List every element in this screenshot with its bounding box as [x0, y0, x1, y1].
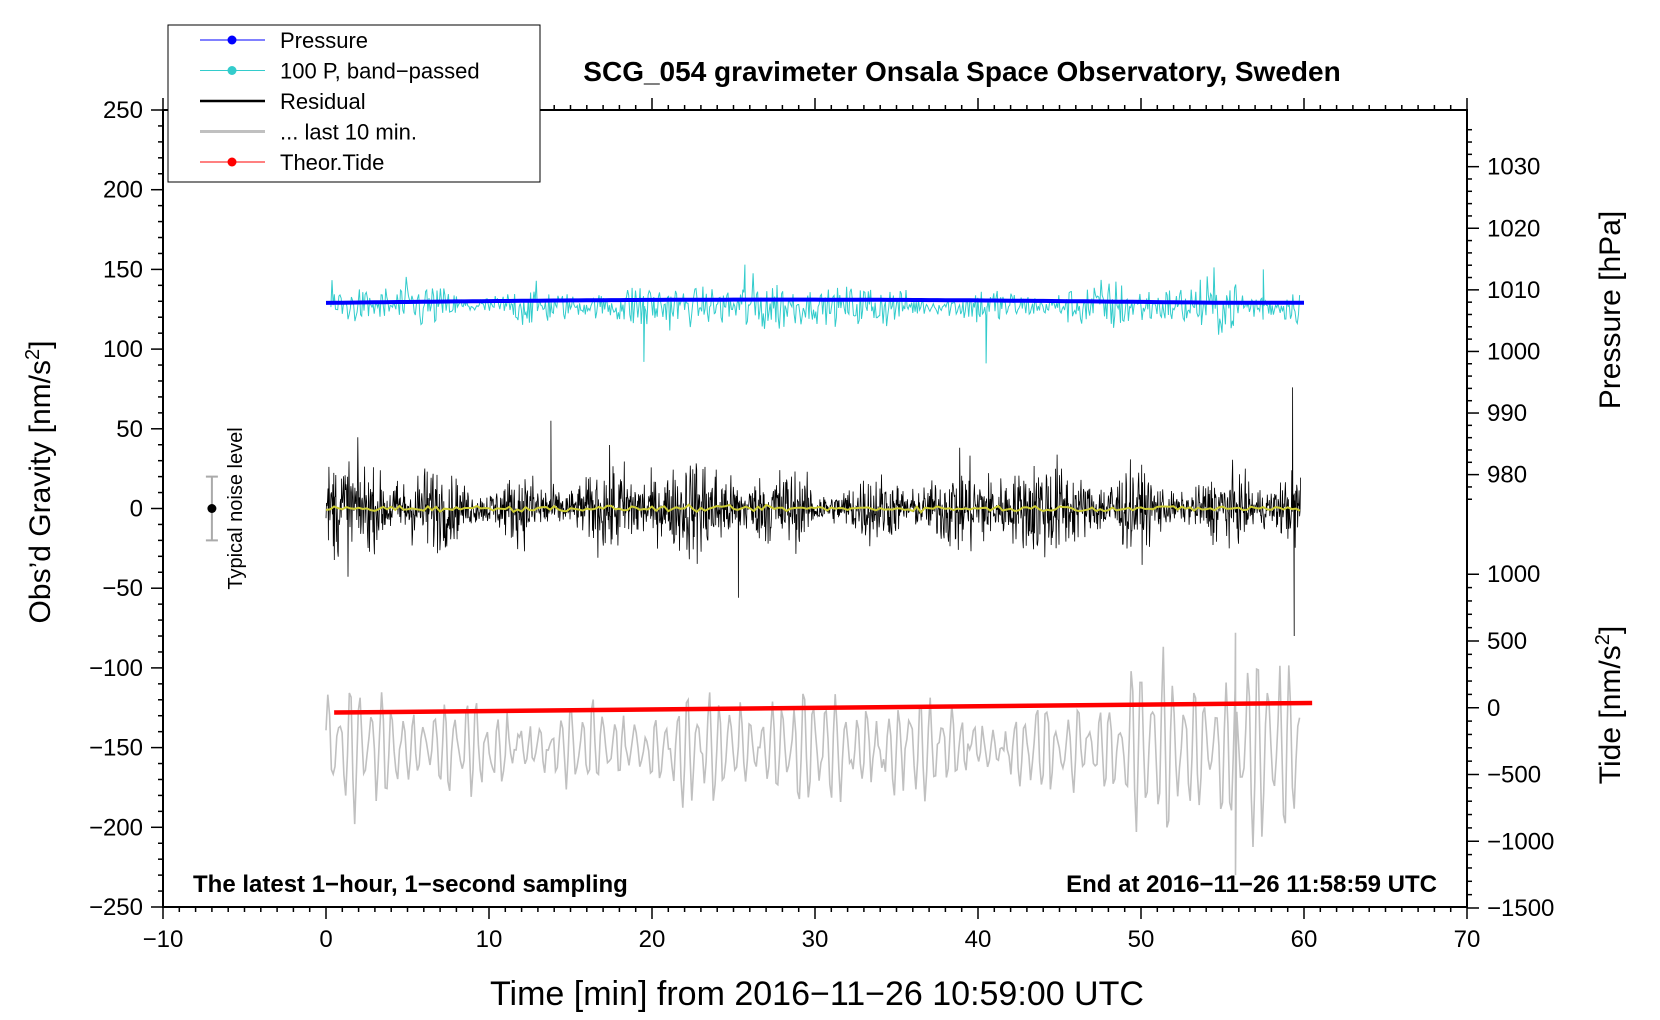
legend-label: 100 P, band−passed: [280, 59, 480, 84]
x-tick-label: −10: [143, 926, 184, 953]
y-tick-label: 150: [103, 256, 143, 283]
series-residual: [325, 387, 1301, 637]
series-residual-smoothed: [325, 503, 1301, 514]
tide-tick-label: −1500: [1487, 895, 1554, 922]
tide-tick-label: −1000: [1487, 828, 1554, 855]
x-tick-label: 20: [639, 926, 666, 953]
x-axis-label: Time [min] from 2016−11−26 10:59:00 UTC: [490, 975, 1144, 1013]
y-axis-label-left-main: Obs’d Gravity [nm/s: [24, 360, 57, 623]
y-tick-label: 250: [103, 97, 143, 124]
tide-tick-label: −500: [1487, 762, 1541, 789]
y-axis-label-tide-sup: 2: [1592, 634, 1614, 645]
y-axis-label-left-sup: 2: [22, 349, 44, 360]
legend-marker: [227, 35, 237, 45]
pressure-tick-label: 1020: [1487, 215, 1540, 242]
y-axis-label-tide-main: Tide [nm/s: [1594, 645, 1627, 784]
tide-tick-label: 1000: [1487, 561, 1540, 588]
legend-label: Residual: [280, 89, 366, 114]
y-axis-label-left: Obs’d Gravity [nm/s2]: [22, 341, 57, 624]
y-tick-label: −250: [89, 894, 143, 921]
legend-label: Theor.Tide: [280, 150, 384, 175]
series-pressure: [325, 297, 1304, 305]
y-axis-label-tide-close: ]: [1594, 626, 1627, 634]
series-last-10-min: [325, 632, 1301, 876]
y-tick-label: −50: [102, 575, 143, 602]
axes-layer: −10 0 10 20 30 40 50 60 70250200150100500−50−100…: [89, 97, 1554, 953]
tide-tick-label: 0: [1487, 695, 1500, 722]
y-axis-label-left-close: ]: [24, 341, 57, 349]
x-tick-label: 70: [1454, 926, 1481, 953]
annotation-bottom-left: The latest 1−hour, 1−second sampling: [193, 871, 628, 898]
x-tick-label: 60: [1291, 926, 1318, 953]
y-axis-label-pressure: Pressure [hPa]: [1594, 211, 1627, 409]
pressure-tick-label: 1010: [1487, 277, 1540, 304]
pressure-tick-label: 980: [1487, 462, 1527, 489]
x-tick-label: 40: [965, 926, 992, 953]
pressure-tick-label: 1030: [1487, 154, 1540, 181]
legend-label: Pressure: [280, 28, 368, 53]
y-tick-label: 50: [116, 416, 143, 443]
x-tick-label: 0: [319, 926, 332, 953]
chart-title: SCG_054 gravimeter Onsala Space Observat…: [583, 56, 1340, 87]
pressure-tick-label: 990: [1487, 400, 1527, 427]
annotation-bottom-right: End at 2016−11−26 11:58:59 UTC: [1066, 871, 1437, 898]
pressure-tick-label: 1000: [1487, 338, 1540, 365]
legend-box: [167, 24, 541, 183]
noise-label: Typical noise level: [225, 427, 247, 589]
noise-center-dot: [207, 504, 217, 513]
x-tick-label: 30: [802, 926, 829, 953]
legend: Pressure 100 P, band−passed Residual ... la…: [167, 24, 541, 183]
x-tick-label: 10: [476, 926, 503, 953]
legend-marker: [227, 66, 237, 75]
y-tick-label: 200: [103, 177, 143, 204]
y-tick-label: 0: [130, 496, 143, 523]
series-layer: [325, 264, 1313, 876]
legend-marker: [227, 157, 237, 167]
series-theoretical-tide: [334, 700, 1313, 715]
tide-tick-label: 500: [1487, 628, 1527, 655]
x-tick-label: 50: [1128, 926, 1155, 953]
y-tick-label: −100: [89, 655, 143, 682]
y-axis-label-tide: Tide [nm/s2]: [1592, 626, 1627, 784]
y-tick-label: −200: [89, 814, 143, 841]
legend-label: ... last 10 min.: [280, 120, 417, 145]
y-tick-label: −150: [89, 735, 143, 762]
noise-indicator: Typical noise level: [205, 427, 247, 590]
y-tick-label: 100: [103, 336, 143, 363]
